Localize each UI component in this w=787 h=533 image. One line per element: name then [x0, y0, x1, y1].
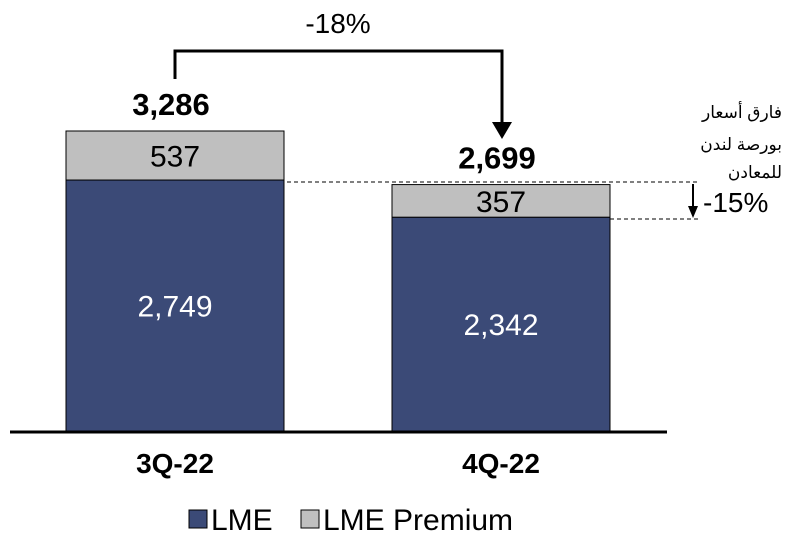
bar-3q-22-lme-premium	[65, 130, 285, 181]
bar-3q-22-lme	[65, 179, 285, 432]
total-change-label: -18%	[305, 8, 370, 39]
premium-change-arrowhead	[688, 206, 698, 218]
change-bracket-arrow	[173, 49, 504, 126]
premium-change-label: -15%	[703, 187, 768, 218]
total-label-3q-22: 3,286	[132, 87, 210, 122]
data-label-3q-22-lme-premium: 537	[150, 141, 200, 174]
legend-swatch-lme	[188, 509, 208, 529]
category-label-3q-22: 3Q-22	[136, 448, 214, 479]
category-label-4q-22: 4Q-22	[462, 448, 540, 479]
premium-annotation-line-3: للمعادن	[728, 163, 782, 182]
change-arrowhead	[492, 122, 512, 139]
bar-4q-22-lme-premium	[391, 184, 611, 218]
premium-annotation-line-1: فارق أسعار	[701, 101, 782, 122]
premium-annotation-line-2: بورصة لندن	[700, 135, 782, 154]
data-label-3q-22-lme: 2,749	[137, 291, 212, 324]
legend-label-lme: LME	[211, 504, 273, 533]
legend-label-lme-premium: LME Premium	[323, 504, 513, 533]
data-label-4q-22-lme-premium: 357	[476, 186, 526, 219]
legend-swatch-lme-premium	[300, 509, 320, 529]
bar-4q-22-lme	[391, 216, 611, 432]
data-label-4q-22-lme: 2,342	[463, 309, 538, 342]
bars-layer: 2,749 537 3,286 3Q-22 2,342 357 2,699 4Q-22	[65, 87, 611, 479]
total-label-4q-22: 2,699	[458, 141, 536, 176]
